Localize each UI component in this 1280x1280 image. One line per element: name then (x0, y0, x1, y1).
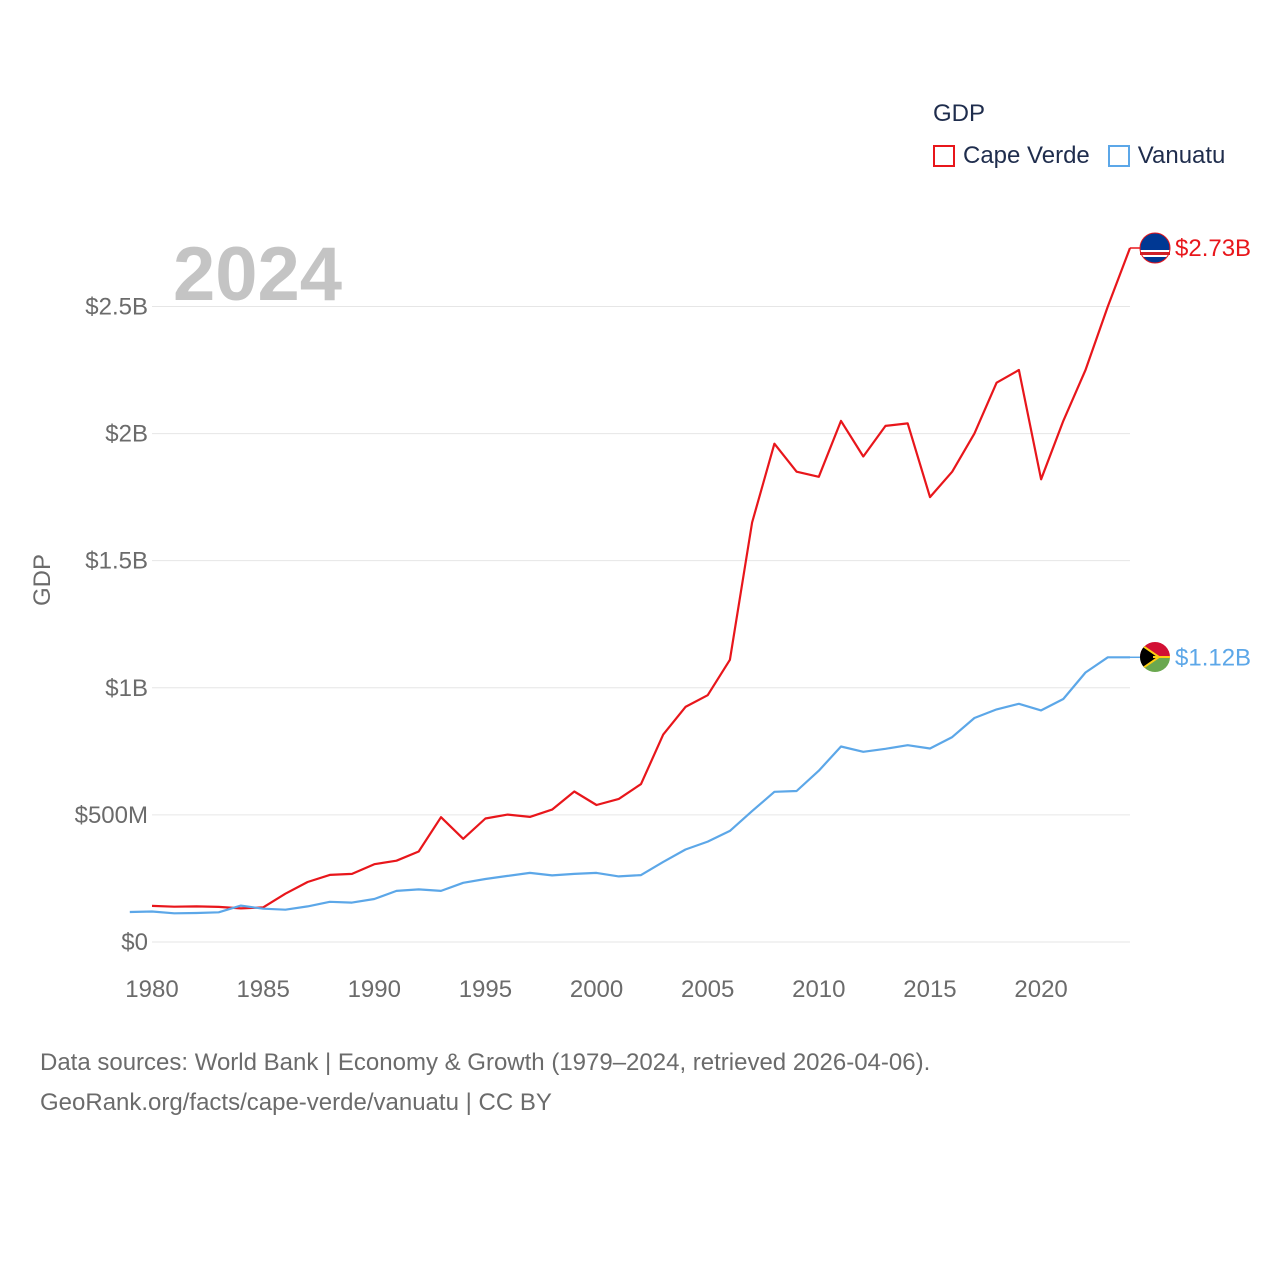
y-tick-label: $2B (105, 421, 148, 448)
legend-swatch-vanuatu (1107, 145, 1130, 167)
x-tick-label: 2005 (681, 976, 734, 1003)
legend-label-vanuatu: Vanuatu (1137, 142, 1226, 169)
legend-item-vanuatu[interactable]: Vanuatu (1107, 142, 1226, 170)
x-tick-label: 1985 (236, 976, 289, 1003)
legend-title: GDP (933, 100, 986, 127)
series-end-labels: $2.73B $1.12B (1175, 235, 1251, 671)
gridlines (152, 305, 1130, 943)
legend-swatch-cape-verde (933, 145, 955, 167)
x-tick-label: 1980 (125, 976, 178, 1003)
series-end-markers (1139, 232, 1171, 672)
footer-attribution-line[interactable]: GeoRank.org/facts/cape-verde/vanuatu | C… (40, 1089, 552, 1116)
legend-item-cape-verde[interactable]: Cape Verde (933, 142, 1090, 170)
end-value-label: $2.73B (1175, 235, 1251, 262)
series-line-vanuatu (129, 656, 1130, 915)
series-line-cape-verde (151, 247, 1132, 910)
y-axis-title: GDP (29, 554, 56, 606)
legend: Cape Verde Vanuatu (933, 142, 1243, 170)
footer-source: Data sources: World Bank | Economy & Gro… (40, 1043, 930, 1123)
cape-verde-flag-icon (1139, 232, 1171, 264)
y-tick-label: $2.5B (85, 293, 148, 320)
y-tick-label: $500M (75, 802, 148, 829)
x-tick-label: 1990 (348, 976, 401, 1003)
end-value-label: $1.12B (1175, 644, 1251, 671)
y-tick-label: $0 (121, 929, 148, 956)
x-tick-label: 2010 (792, 976, 845, 1003)
x-axis-ticks: 1980 1985 1990 1995 2000 2005 2010 2015 2020 (125, 976, 1067, 1003)
x-tick-label: 2020 (1014, 976, 1067, 1003)
y-axis-ticks: $0 $500M $1B $1.5B $2B $2.5B (75, 293, 148, 956)
year-watermark: 2024 (173, 232, 342, 317)
x-tick-label: 1995 (459, 976, 512, 1003)
x-tick-label: 2000 (570, 976, 623, 1003)
vanuatu-flag-icon (1140, 642, 1170, 672)
x-tick-label: 2015 (903, 976, 956, 1003)
y-tick-label: $1.5B (85, 548, 148, 575)
legend-label-cape-verde: Cape Verde (963, 142, 1090, 169)
footer-source-line: Data sources: World Bank | Economy & Gro… (40, 1049, 931, 1076)
series-lines (129, 247, 1142, 915)
y-tick-label: $1B (105, 675, 148, 702)
